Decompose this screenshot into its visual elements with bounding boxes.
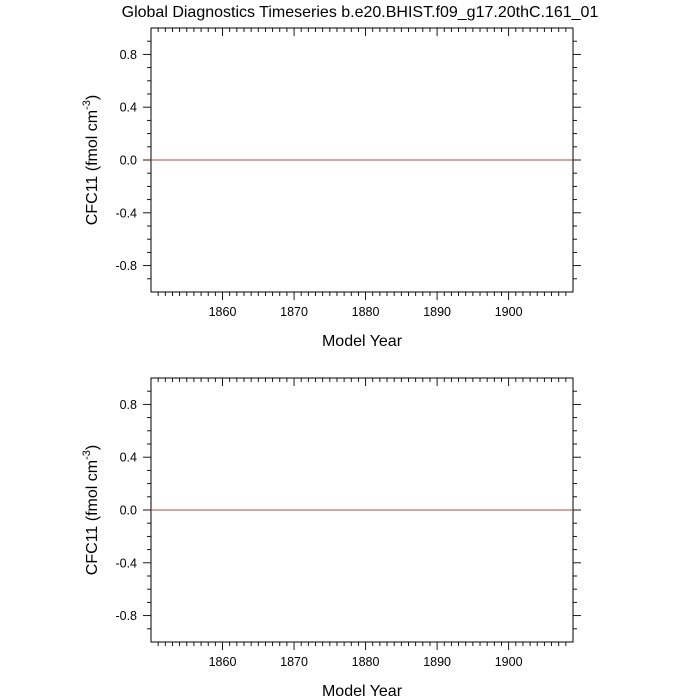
y-tick-label: 0.4 [120, 451, 137, 465]
y-tick-label: 0.0 [120, 504, 137, 518]
y-axis-label-main: CFC11 (fmol cm [84, 460, 101, 575]
timeseries-panel-bottom: Model Year CFC11 (fmol cm-3) 1860 1870 188… [81, 377, 581, 700]
x-tick-label: 1860 [209, 305, 237, 319]
timeseries-panel-top: Model Year CFC11 (fmol cm-3) 1860 1870 188… [81, 27, 581, 350]
y-axis-label-end: ) [84, 95, 101, 100]
x-axis-label: Model Year [322, 683, 403, 700]
y-tick-label: -0.4 [115, 206, 137, 220]
y-tick-label: 0.0 [120, 154, 137, 168]
y-axis-label-sup: -3 [81, 450, 93, 460]
x-tick-label: 1880 [352, 305, 380, 319]
y-axis-label: CFC11 (fmol cm-3) [81, 95, 101, 225]
x-tick-label: 1870 [280, 655, 308, 669]
x-tick-label: 1880 [352, 655, 380, 669]
x-tick-label: 1900 [495, 655, 523, 669]
x-tick-label: 1900 [495, 305, 523, 319]
x-tick-label: 1890 [423, 305, 451, 319]
x-tick-label: 1860 [209, 655, 237, 669]
x-tick-label: 1890 [423, 655, 451, 669]
y-axis-label-main: CFC11 (fmol cm [84, 110, 101, 225]
y-tick-label: 0.8 [120, 398, 137, 412]
y-tick-label: 0.8 [120, 48, 137, 62]
y-tick-label: 0.4 [120, 101, 137, 115]
y-axis-label: CFC11 (fmol cm-3) [81, 445, 101, 575]
x-tick-label: 1870 [280, 305, 308, 319]
y-axis-label-end: ) [84, 445, 101, 450]
figure-title: Global Diagnostics Timeseries b.e20.BHIS… [122, 4, 599, 21]
y-tick-label: -0.8 [115, 259, 137, 273]
y-tick-label: -0.8 [115, 609, 137, 623]
x-axis-label: Model Year [322, 333, 403, 350]
y-tick-label: -0.4 [115, 556, 137, 570]
y-axis-label-sup: -3 [81, 100, 93, 110]
